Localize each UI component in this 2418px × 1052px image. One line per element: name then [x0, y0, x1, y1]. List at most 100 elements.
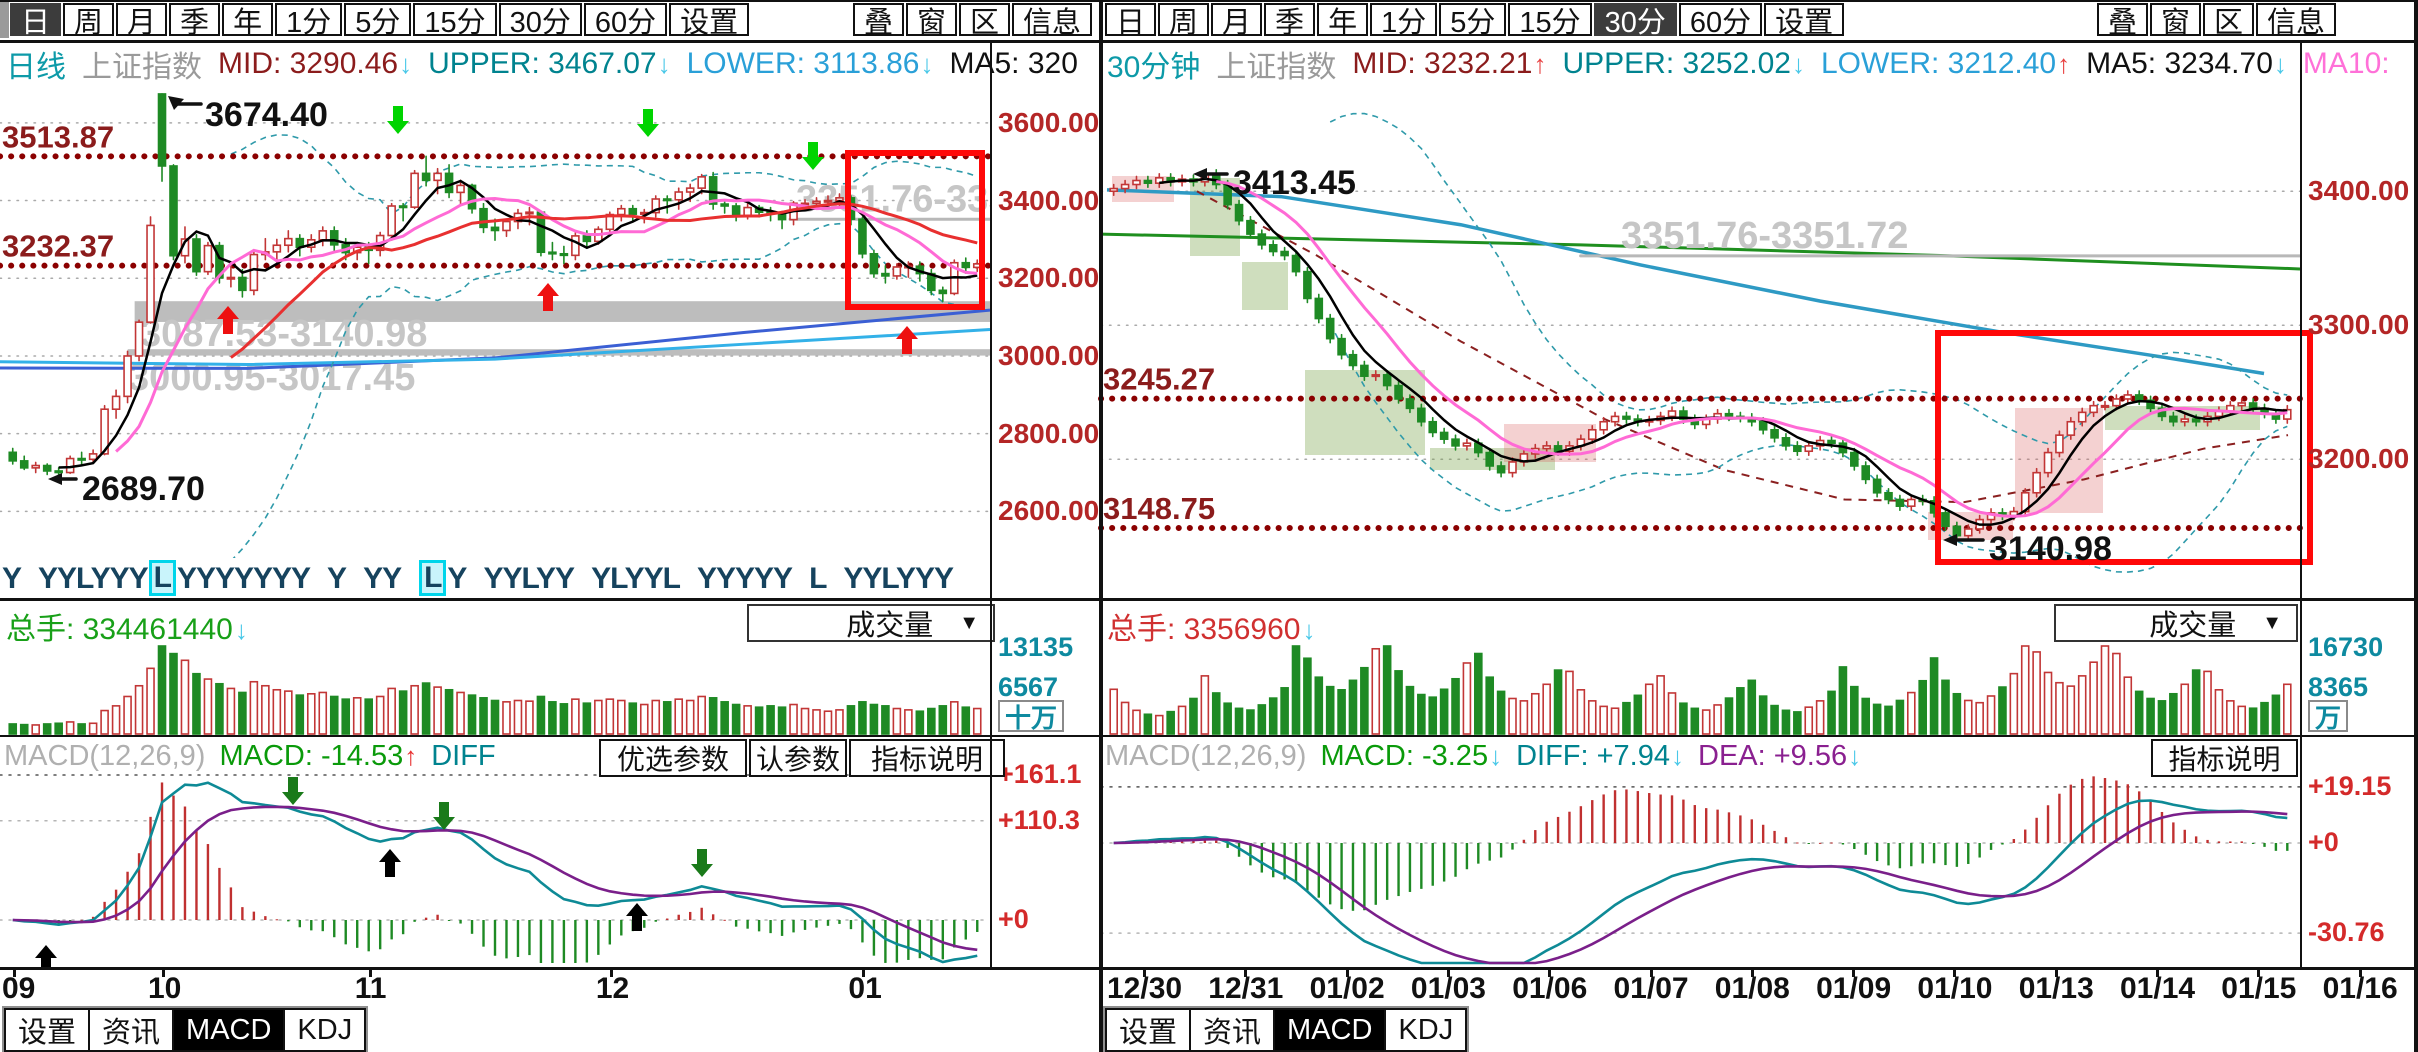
volume-indicator-dropdown[interactable]: 成交量 ▼	[747, 604, 995, 642]
window-button-信息[interactable]: 信息	[1012, 3, 1093, 39]
window-button-叠[interactable]: 叠	[853, 3, 905, 39]
signal-letters: YYYYY	[697, 562, 793, 595]
letter-group: Y	[2, 562, 22, 596]
header-field: MID: 3290.46 ↓	[218, 47, 412, 81]
signal-letters: YYLYYY	[38, 562, 149, 595]
header-field: LOWER: 3113.86 ↓	[687, 47, 934, 81]
window-button-区[interactable]: 区	[2203, 3, 2255, 39]
symbol-label: 上证指数	[1216, 51, 1337, 84]
bottom-tab-KDJ[interactable]: KDJ	[283, 1008, 367, 1052]
bottom-tab-资讯[interactable]: 资讯	[1189, 1008, 1276, 1052]
period-button-5分[interactable]: 5分	[1439, 3, 1507, 39]
period-button-30分[interactable]: 30分	[1593, 3, 1677, 39]
trend-arrow-icon: ↓	[399, 49, 413, 79]
price-axis-label: 3300.00	[2308, 309, 2410, 341]
period-button-设置[interactable]: 设置	[669, 3, 750, 39]
right-bottom-toolbar: 设置 资讯 MACD KDJ	[1103, 1006, 1470, 1052]
axis-tick	[2156, 968, 2159, 977]
macd-params-label: MACD(12,26,9)	[4, 740, 206, 772]
period-button-设置[interactable]: 设置	[1764, 3, 1845, 39]
header-field: MA5: 3234.70 ↓	[2086, 47, 2287, 81]
period-button-日[interactable]: 日	[1105, 3, 1157, 39]
letter-group: Y	[327, 562, 347, 596]
dropdown-value: 成交量	[846, 610, 934, 642]
macd-field: DEA: +9.56 ↓	[1698, 740, 1861, 773]
bottom-tab-MACD[interactable]: MACD	[1273, 1008, 1387, 1052]
header-field: UPPER: 3467.07 ↓	[428, 47, 670, 81]
period-button-月[interactable]: 月	[116, 3, 168, 39]
window-button-信息[interactable]: 信息	[2256, 3, 2337, 39]
macd-panel-button-优选参数[interactable]: 优选参数	[599, 739, 747, 777]
panel-divider	[1099, 0, 1103, 1052]
period-button-60分[interactable]: 60分	[1678, 3, 1763, 39]
macd-panel-button-指标说明[interactable]: 指标说明	[2151, 739, 2298, 777]
macd-axis-label: +19.15	[2308, 770, 2392, 801]
period-button-月[interactable]: 月	[1211, 3, 1263, 39]
signal-letters-row: Y YYLYYY L YYYYYYY Y YY L Y YYLYY YLYYL YYYYY L YYLY…	[2, 558, 986, 596]
signal-letters: Y	[447, 562, 467, 595]
x-axis-date-label: 01/07	[1613, 972, 1689, 1005]
period-button-15分[interactable]: 15分	[413, 3, 497, 39]
bottom-tab-设置[interactable]: 设置	[1105, 1008, 1192, 1052]
window-button-窗[interactable]: 窗	[906, 3, 958, 39]
right-period-buttons: 日周月季年 1分 5分 15分 30分 60分 设置	[1105, 3, 1846, 39]
period-button-1分[interactable]: 1分	[1370, 3, 1438, 39]
period-button-日[interactable]: 日	[10, 3, 62, 39]
macd-panel-button-指标说明[interactable]: 指标说明	[849, 739, 1005, 777]
header-field-text: LOWER: 3212.40	[1820, 47, 2057, 80]
macd-field-text: DIFF	[431, 740, 496, 772]
trend-arrow-icon: ↑	[2057, 49, 2071, 79]
header-field-text: MID: 3232.21	[1352, 47, 1533, 80]
period-button-1分[interactable]: 1分	[275, 3, 343, 39]
trend-arrow-icon: ↓	[1671, 741, 1684, 771]
trend-arrow-icon: ↑	[404, 741, 418, 771]
period-button-周[interactable]: 周	[63, 3, 115, 39]
bottom-tab-KDJ[interactable]: KDJ	[1384, 1008, 1468, 1052]
period-button-5分[interactable]: 5分	[344, 3, 412, 39]
period-button-季[interactable]: 季	[169, 3, 221, 39]
axis-tick	[12, 968, 16, 977]
axis-tick	[1750, 968, 1754, 977]
header-field-text: MID: 3290.46	[218, 47, 399, 80]
trend-arrow-icon: ↓	[1489, 741, 1503, 771]
x-axis-month-label: 09	[2, 972, 36, 1005]
signal-letters: YLYYL	[591, 562, 681, 595]
volume-indicator-dropdown[interactable]: 成交量 ▼	[2054, 604, 2298, 642]
macd-field: DIFF: +7.94 ↓	[1516, 740, 1684, 773]
letter-group: YYLYYY L YYYYYYY	[38, 560, 311, 596]
macd-panel-button-认参数[interactable]: 认参数	[749, 739, 847, 777]
period-button-15分[interactable]: 15分	[1508, 3, 1592, 39]
period-button-30分[interactable]: 30分	[498, 3, 582, 39]
price-axis-label: 2600.00	[998, 495, 1100, 527]
window-button-窗[interactable]: 窗	[2150, 3, 2202, 39]
period-button-年[interactable]: 年	[1317, 3, 1369, 39]
window-button-叠[interactable]: 叠	[2097, 3, 2149, 39]
volume-axis-label: 13135	[998, 632, 1074, 662]
letter-group: YLYYL	[591, 562, 681, 596]
right-macd-canvas	[1101, 776, 2300, 965]
window-button-区[interactable]: 区	[959, 3, 1011, 39]
period-button-60分[interactable]: 60分	[583, 3, 668, 39]
period-button-季[interactable]: 季	[1264, 3, 1316, 39]
signal-letters: YY	[363, 562, 402, 595]
macd-axis-label: +0	[998, 904, 1029, 934]
x-axis-date-label: 01/13	[2018, 972, 2094, 1005]
axis-tick	[1244, 968, 1248, 977]
price-axis-label: 3400.00	[2308, 175, 2410, 207]
period-button-年[interactable]: 年	[222, 3, 274, 39]
macd-field-text: MACD: -3.25	[1320, 740, 1489, 772]
left-macd-header: MACD(12,26,9) MACD: -14.53 ↑ DIFF	[4, 740, 574, 776]
volume-unit-label: 万	[2308, 700, 2348, 733]
bottom-tab-设置[interactable]: 设置	[4, 1008, 91, 1052]
panel-divider	[2300, 40, 2302, 967]
bottom-tab-MACD[interactable]: MACD	[172, 1008, 286, 1052]
left-main-chart-canvas: 3087.53-3140.983000.95-3017.453513.87323…	[0, 93, 990, 558]
period-button-周[interactable]: 周	[1158, 3, 1210, 39]
letter-group: YYLYYY	[843, 562, 954, 596]
axis-tick	[1649, 968, 1653, 977]
x-axis-month-label: 01	[848, 972, 882, 1005]
bottom-tab-资讯[interactable]: 资讯	[88, 1008, 175, 1052]
left-volume-canvas	[8, 645, 982, 735]
period-label: 日线	[6, 51, 66, 84]
axis-tick	[2358, 968, 2362, 977]
